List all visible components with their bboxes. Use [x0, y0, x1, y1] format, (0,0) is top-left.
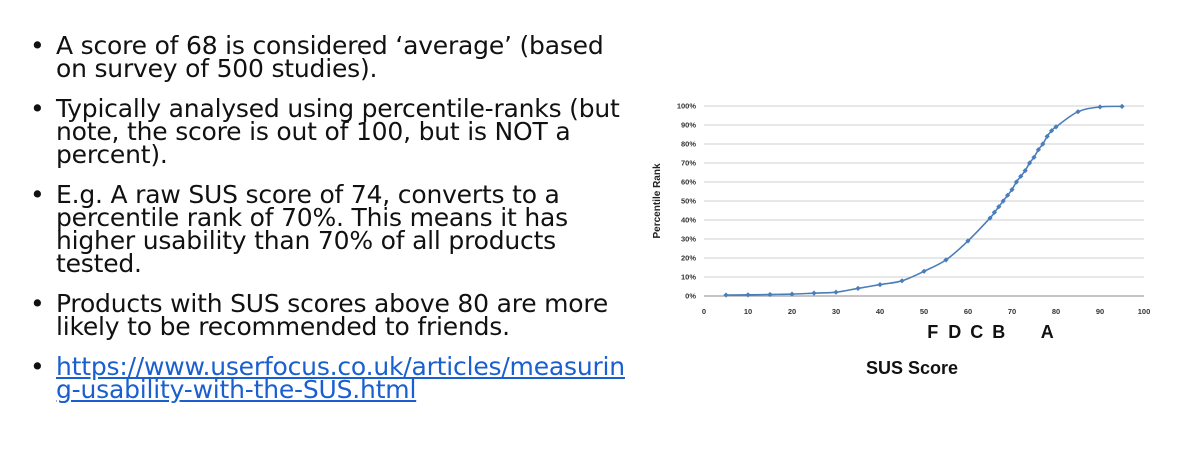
chart-grid	[704, 105, 1144, 297]
data-point	[1018, 173, 1024, 179]
x-tick-labels: 0 10 20 30 40 50 60 70 80 90 100	[702, 307, 1150, 316]
x-tick-label: 40	[876, 307, 884, 316]
data-point	[899, 278, 905, 284]
data-point	[723, 292, 729, 298]
x-axis-label: SUS Score	[866, 358, 958, 378]
data-point	[991, 209, 997, 215]
x-tick-label: 80	[1052, 307, 1060, 316]
x-tick-label: 50	[920, 307, 928, 316]
userfocus-link[interactable]: https://www.userfocus.co.uk/articles/mea…	[56, 352, 625, 404]
y-tick-label: 80%	[681, 140, 696, 149]
y-tick-label: 0%	[685, 292, 696, 301]
bullet-item: • A score of 68 is considered ‘average’ (…	[28, 31, 638, 83]
data-point	[1027, 160, 1033, 166]
data-point	[965, 238, 971, 244]
bullet-list: • A score of 68 is considered ‘average’ (…	[28, 31, 638, 418]
bullet-text: E.g. A raw SUS score of 74, converts to …	[56, 180, 568, 278]
data-point	[1013, 179, 1019, 185]
y-tick-label: 30%	[681, 235, 696, 244]
data-point	[1035, 147, 1041, 153]
x-tick-label: 60	[964, 307, 972, 316]
data-point	[1009, 187, 1015, 193]
data-point	[855, 285, 861, 291]
grade-label: C	[970, 322, 983, 342]
bullet-dot: •	[30, 31, 45, 60]
data-point	[877, 282, 883, 288]
bullet-item: • E.g. A raw SUS score of 74, converts to…	[28, 180, 638, 278]
x-tick-label: 10	[744, 307, 752, 316]
data-point	[1044, 133, 1050, 139]
grade-label: B	[992, 322, 1005, 342]
data-point	[1049, 128, 1055, 134]
y-tick-label: 40%	[681, 216, 696, 225]
x-tick-label: 90	[1096, 307, 1104, 316]
data-point	[1040, 141, 1046, 147]
grade-label: D	[948, 322, 961, 342]
bullet-text: Products with SUS scores above 80 are mo…	[56, 289, 609, 341]
data-point	[996, 204, 1002, 210]
y-tick-label: 100%	[677, 102, 697, 111]
data-point	[1097, 104, 1103, 110]
x-tick-label: 20	[788, 307, 796, 316]
bullet-text: A score of 68 is considered ‘average’ (b…	[56, 31, 604, 83]
data-point	[1119, 103, 1125, 109]
bullet-text: Typically analysed using percentile-rank…	[56, 94, 620, 169]
x-tick-label: 70	[1008, 307, 1016, 316]
data-point	[1000, 198, 1006, 204]
bullet-dot: •	[30, 180, 45, 209]
y-tick-labels: 0% 10% 20% 30% 40% 50% 60% 70% 80% 90% 100%	[677, 102, 697, 301]
y-tick-label: 50%	[681, 197, 696, 206]
bullet-item: • https://www.userfocus.co.uk/articles/me…	[28, 352, 638, 404]
bullet-dot: •	[30, 94, 45, 123]
data-point	[745, 292, 751, 298]
grade-label: F	[927, 322, 938, 342]
y-tick-label: 10%	[681, 273, 696, 282]
y-tick-label: 20%	[681, 254, 696, 263]
y-tick-label: 90%	[681, 121, 696, 130]
x-tick-label: 0	[702, 307, 706, 316]
grade-label: A	[1041, 322, 1054, 342]
data-point	[987, 215, 993, 221]
bullet-dot: •	[30, 352, 45, 381]
x-tick-label: 100	[1138, 307, 1151, 316]
data-point	[1022, 168, 1028, 174]
y-tick-label: 70%	[681, 159, 696, 168]
bullet-item: • Products with SUS scores above 80 are m…	[28, 289, 638, 341]
data-point	[921, 268, 927, 274]
x-tick-label: 30	[832, 307, 840, 316]
bullet-dot: •	[30, 289, 45, 318]
data-point	[811, 290, 817, 296]
bullet-item: • Typically analysed using percentile-ran…	[28, 94, 638, 169]
sus-chart: 0% 10% 20% 30% 40% 50% 60% 70% 80% 90% 100% 0 10 20 3…	[652, 102, 1150, 379]
data-point	[1005, 192, 1011, 198]
y-axis-label: Percentile Rank	[652, 163, 663, 238]
y-tick-label: 60%	[681, 178, 696, 187]
data-point	[833, 289, 839, 295]
